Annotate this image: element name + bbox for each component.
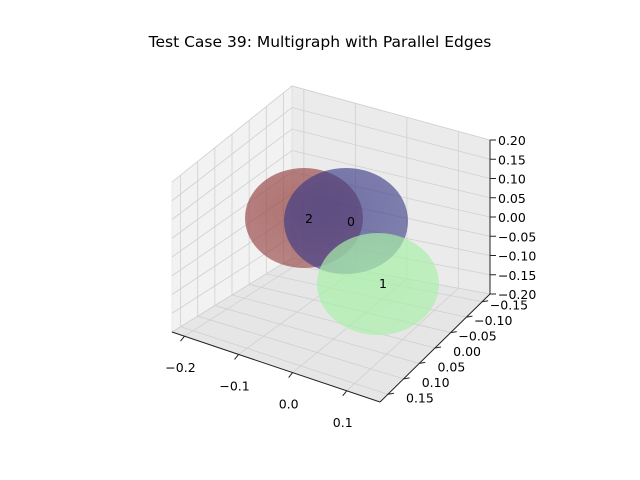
y-tick-mark bbox=[482, 300, 489, 303]
z-tick-label: −0.05 bbox=[498, 229, 536, 244]
chart-title: Test Case 39: Multigraph with Parallel E… bbox=[148, 33, 492, 51]
y-tick-label: −0.05 bbox=[458, 329, 496, 344]
y-tick-mark bbox=[387, 392, 394, 395]
y-tick-label: −0.15 bbox=[490, 298, 528, 313]
y-tick-label: 0.10 bbox=[422, 375, 450, 390]
tick-labels: −0.2−0.10.00.1−0.15−0.10−0.050.000.050.1… bbox=[165, 133, 536, 430]
z-tick-label: −0.15 bbox=[498, 268, 536, 283]
y-tick-label: 0.00 bbox=[453, 344, 481, 359]
z-grid-line bbox=[171, 128, 491, 220]
x-tick-mark bbox=[288, 372, 294, 378]
node-sphere-1 bbox=[317, 233, 439, 335]
x-tick-mark bbox=[180, 335, 185, 342]
z-tick-label: −0.20 bbox=[498, 287, 536, 302]
z-tick-label: −0.10 bbox=[498, 249, 536, 264]
x-tick-mark bbox=[342, 390, 348, 397]
z-grid-line bbox=[171, 85, 491, 183]
z-tick-label: 0.20 bbox=[498, 133, 526, 148]
z-grid-line bbox=[171, 107, 491, 202]
y-tick-mark bbox=[419, 361, 426, 364]
y-tick-mark bbox=[403, 377, 410, 380]
y-tick-mark bbox=[450, 331, 457, 334]
x-tick-label: 0.1 bbox=[333, 415, 353, 430]
y-tick-label: 0.15 bbox=[406, 390, 434, 405]
z-tick-label: 0.00 bbox=[498, 210, 526, 225]
x-tick-label: −0.2 bbox=[165, 360, 195, 375]
x-tick-mark bbox=[234, 354, 239, 360]
y-tick-label: −0.10 bbox=[474, 313, 512, 328]
x-tick-label: 0.0 bbox=[279, 397, 299, 412]
node-label-0: 0 bbox=[347, 214, 355, 229]
node-spheres: 2 0 1 bbox=[245, 168, 439, 335]
y-tick-mark bbox=[466, 315, 473, 318]
y-tick-label: 0.05 bbox=[437, 359, 465, 374]
node-label-2: 2 bbox=[305, 211, 313, 226]
z-tick-label: 0.15 bbox=[498, 152, 526, 167]
z-tick-label: 0.05 bbox=[498, 191, 526, 206]
x-tick-label: −0.1 bbox=[219, 378, 249, 393]
x-axis-line bbox=[171, 331, 381, 403]
z-grid-line bbox=[171, 150, 491, 239]
node-label-1: 1 bbox=[379, 276, 387, 291]
z-tick-label: 0.10 bbox=[498, 172, 526, 187]
y-tick-mark bbox=[434, 346, 442, 349]
